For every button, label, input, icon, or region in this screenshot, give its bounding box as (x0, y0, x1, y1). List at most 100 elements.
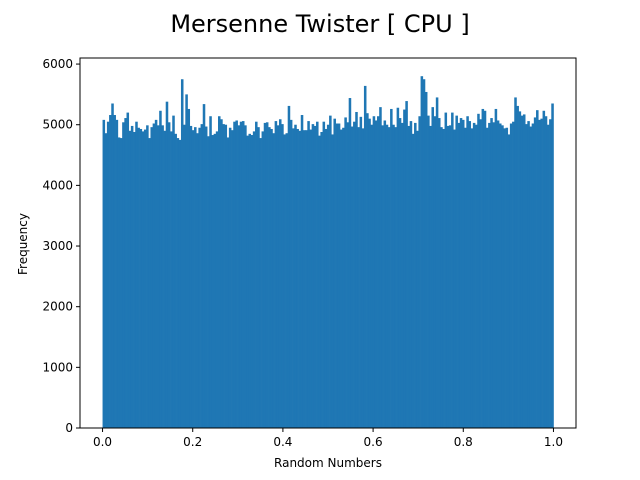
histogram-bar (387, 127, 391, 429)
histogram-bar (207, 136, 210, 428)
histogram-bar (115, 119, 119, 429)
y-axis-ticks: 0 1000 2000 3000 4000 5000 6000 (42, 57, 80, 435)
histogram-bar (261, 131, 265, 428)
histogram-bar (501, 125, 504, 428)
histogram-bar (165, 101, 169, 429)
histogram-bar (409, 121, 413, 428)
histogram-bar (163, 130, 167, 429)
histogram-bar (204, 126, 208, 428)
histogram-bar (239, 121, 243, 428)
histogram-bar (326, 124, 330, 428)
histogram-bar (542, 110, 546, 429)
histogram-bar (516, 105, 519, 429)
histogram-bar (440, 127, 443, 429)
histogram-bar (479, 119, 482, 428)
histogram-bar (424, 91, 428, 428)
histogram-bar (451, 112, 454, 428)
histogram-bar (435, 97, 439, 429)
histogram-bar (405, 101, 408, 428)
histogram-bar (113, 115, 116, 429)
histogram-bars (102, 76, 554, 429)
histogram-bar (259, 138, 262, 428)
histogram-bar (418, 116, 421, 428)
histogram-bar (189, 125, 193, 429)
histogram-bar (342, 127, 345, 428)
histogram-bar (420, 76, 424, 428)
histogram-bar (209, 116, 212, 428)
histogram-bar (492, 122, 495, 429)
x-axis-ticks: 0.0 0.2 0.4 0.6 0.8 1.0 (93, 428, 563, 449)
histogram-bar (135, 121, 138, 428)
histogram-bar (431, 107, 434, 428)
y-tick-label: 5000 (42, 118, 73, 132)
histogram-bar (237, 125, 241, 428)
histogram-bar (102, 119, 106, 429)
histogram-bar (379, 107, 382, 428)
plot-frame (79, 57, 577, 429)
histogram-bar (215, 131, 219, 428)
histogram-bar (494, 108, 498, 428)
histogram-bar (309, 129, 313, 428)
histogram-bar (527, 121, 530, 428)
histogram-bar (263, 122, 267, 429)
histogram-bar (104, 133, 108, 428)
histogram-bar (233, 121, 236, 428)
histogram-bar (231, 130, 234, 428)
histogram-bar (459, 118, 463, 429)
histogram-bar (202, 104, 206, 428)
histogram-bar (292, 128, 295, 429)
y-axis-label: Frequency (16, 213, 30, 275)
histogram-bar (180, 79, 184, 428)
histogram-bar (154, 119, 158, 429)
histogram-bar (268, 127, 271, 429)
histogram-bar (363, 85, 367, 429)
histogram-bar (191, 130, 195, 428)
y-tick-label: 4000 (42, 178, 73, 192)
histogram-bar (300, 115, 304, 429)
histogram-bar (477, 113, 480, 429)
histogram-bar (427, 115, 430, 429)
histogram-bar (344, 117, 347, 428)
histogram-bar (320, 132, 323, 428)
histogram-bar (429, 125, 432, 429)
histogram-bar (533, 117, 537, 428)
histogram-bar (283, 134, 286, 428)
histogram-bar (137, 127, 140, 428)
histogram-bar (368, 118, 371, 428)
histogram-bar (385, 124, 389, 428)
histogram-bar (318, 135, 321, 428)
histogram-bar (143, 129, 147, 428)
histogram-bar (274, 121, 278, 428)
chart-title: Mersenne Twister [ CPU ] (170, 10, 469, 38)
histogram-bar (324, 128, 328, 428)
histogram-bar (244, 125, 247, 428)
histogram-bar (250, 135, 254, 428)
histogram-bar (183, 124, 186, 428)
histogram-bar (544, 116, 548, 428)
histogram-bar (407, 125, 411, 429)
histogram-bar (224, 124, 228, 428)
plot-area: 0.0 0.2 0.4 0.6 0.8 1.0 0 1000 2000 3000 4000 5000… (42, 57, 577, 449)
histogram-bar (133, 132, 136, 428)
histogram-bar (111, 103, 114, 429)
histogram-bar (331, 134, 334, 428)
histogram-bar (289, 119, 293, 429)
histogram-bar (377, 116, 380, 428)
histogram-bar (433, 116, 437, 428)
histogram-bar (126, 112, 130, 428)
histogram-bar (374, 120, 378, 428)
histogram-bar (109, 115, 112, 429)
histogram-bar (549, 119, 552, 428)
histogram-bar (485, 127, 489, 428)
histogram-bar (198, 127, 201, 428)
histogram-bar (176, 138, 180, 428)
histogram-bar (446, 125, 450, 429)
histogram-bar (313, 125, 317, 429)
histogram-bar (483, 110, 487, 429)
x-axis-label: Random Numbers (274, 456, 382, 470)
histogram-bar (414, 122, 417, 429)
histogram-bar (392, 124, 395, 428)
histogram-bar (383, 120, 387, 428)
histogram-bar (185, 94, 188, 428)
histogram-bar (520, 115, 524, 429)
